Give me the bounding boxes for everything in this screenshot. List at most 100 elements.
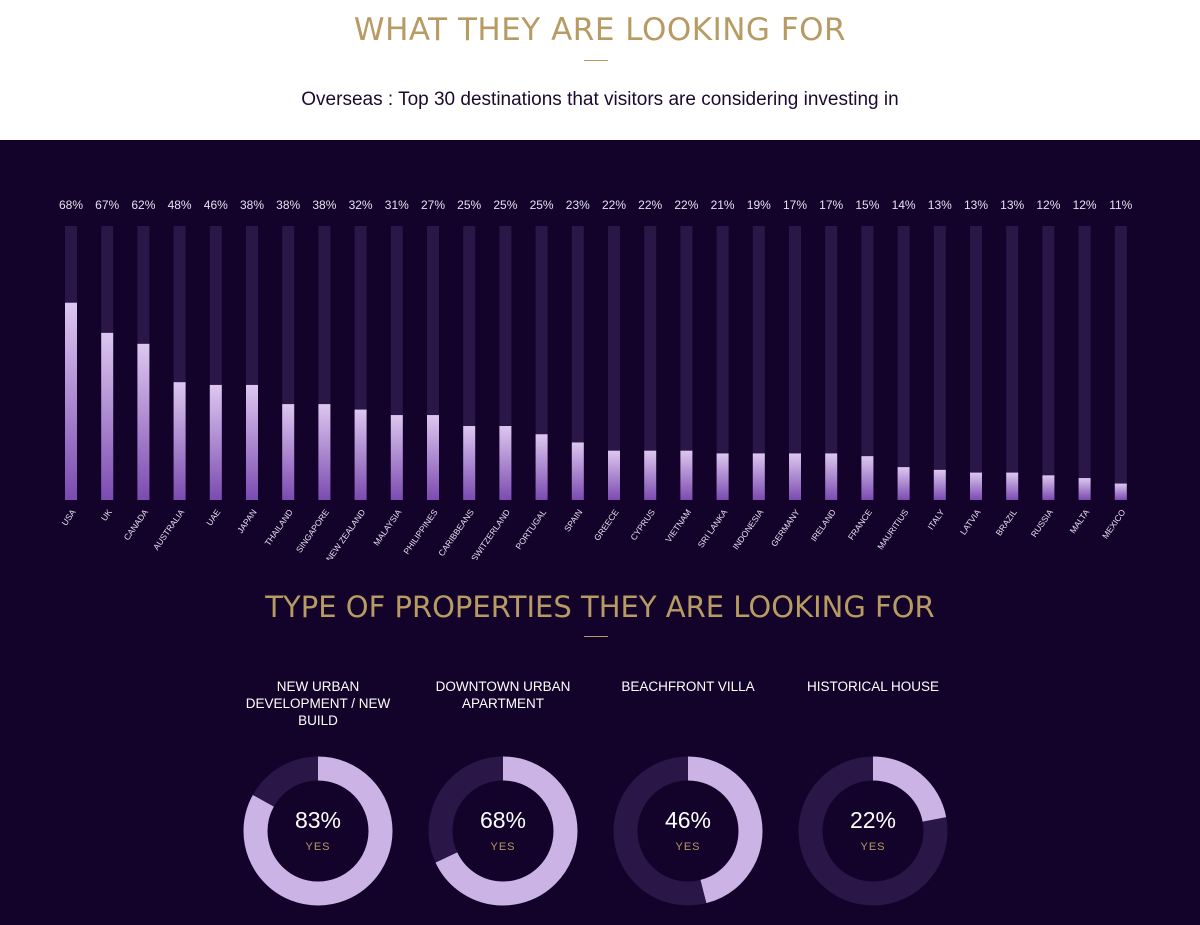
category-label: ITALY (925, 507, 946, 531)
bar-malta (1078, 478, 1091, 500)
category-label: MALTA (1068, 507, 1092, 535)
category-label: MALAYSIA (371, 507, 403, 547)
category-label: NEW ZEALAND (324, 507, 367, 560)
donut-arc (428, 756, 578, 906)
bar-value-label: 62% (131, 198, 155, 212)
bar-value-label: 32% (349, 198, 373, 212)
bar-value-label: 68% (59, 198, 83, 212)
bar-track (861, 226, 874, 500)
title-divider (584, 60, 608, 61)
donut-chart: 46% YES (613, 756, 763, 906)
section-divider (584, 636, 608, 637)
category-label: IRELAND (809, 507, 838, 543)
donut-chart: 68% YES (428, 756, 578, 906)
donut-arc (798, 756, 948, 906)
property-title: HISTORICAL HOUSE (806, 679, 940, 694)
donut-arc (613, 756, 763, 906)
bar-track (571, 226, 584, 500)
bar-value-label: 31% (385, 198, 409, 212)
property-title: NEW URBAN DEVELOPMENT / NEW BUILD (245, 679, 391, 728)
bar-malaysia (390, 415, 403, 500)
category-label: RUSSIA (1029, 507, 1056, 539)
bar-cyprus (644, 450, 657, 500)
bar-mexico (1114, 483, 1127, 500)
category-label: SRI LANKA (696, 507, 730, 549)
category-label: LATVIA (958, 507, 983, 536)
bar-new-zealand (354, 409, 367, 500)
category-label: THAILAND (263, 507, 295, 547)
bar-brazil (1006, 472, 1019, 500)
category-label: BRAZIL (994, 507, 1019, 537)
bar-value-label: 12% (1036, 198, 1060, 212)
bar-russia (1042, 475, 1055, 500)
bar-value-label: 17% (783, 198, 807, 212)
category-label: PORTUGAL (513, 507, 548, 551)
donut-yes-label: YES (305, 841, 330, 853)
bar-canada (137, 343, 150, 500)
bar-track (1006, 226, 1019, 500)
category-label: SWITZERLAND (469, 507, 512, 560)
bar-value-label: 25% (530, 198, 554, 212)
bar-value-label: 15% (855, 198, 879, 212)
bar-mauritius (897, 467, 910, 500)
donut-yes-label: YES (490, 841, 515, 853)
bar-track (608, 226, 620, 500)
bar-singapore (318, 404, 331, 500)
category-label: SPAIN (562, 507, 584, 533)
bar-track (897, 226, 910, 500)
donut-value-label: 68% (480, 807, 526, 833)
category-label: CANADA (122, 507, 151, 542)
bar-australia (173, 382, 186, 500)
bar-value-label: 23% (566, 198, 590, 212)
donut-chart: 83% YES (243, 756, 393, 906)
category-label: SINGAPORE (294, 507, 331, 554)
bar-track (752, 226, 765, 500)
bar-track (825, 226, 838, 500)
dark-panel: 68% USA 67% UK 62% CANADA 48% AUSTRALIA 46% UAE 38… (0, 140, 1200, 925)
property-card-beachfront: BEACHFRONT VILLA 46% YES (603, 678, 773, 918)
bar-indonesia (752, 453, 765, 500)
donut-value-label: 46% (665, 807, 711, 833)
category-label: INDONESIA (730, 507, 765, 551)
donut-value-label: 22% (850, 807, 896, 833)
property-card-new-urban: NEW URBAN DEVELOPMENT / NEW BUILD 83% YE… (233, 678, 403, 918)
bar-uae (209, 384, 222, 500)
bar-japan (246, 384, 258, 500)
bar-philippines (427, 415, 439, 500)
category-label: UK (99, 507, 114, 523)
bar-vietnam (680, 450, 693, 500)
category-label: AUSTRALIA (151, 507, 186, 552)
bar-ireland (825, 453, 838, 500)
bar-value-label: 13% (928, 198, 952, 212)
category-label: MEXICO (1100, 507, 1128, 541)
property-card-historical: HISTORICAL HOUSE 22% YES (788, 678, 958, 918)
bar-track (680, 226, 693, 500)
bar-track (933, 226, 946, 500)
bar-thailand (282, 404, 295, 500)
property-title: BEACHFRONT VILLA (621, 679, 755, 694)
bar-value-label: 22% (638, 198, 662, 212)
bar-france (861, 456, 874, 500)
bar-value-label: 13% (1000, 198, 1024, 212)
bar-value-label: 25% (493, 198, 517, 212)
category-label: JAPAN (235, 507, 259, 535)
category-label: GREECE (592, 507, 621, 542)
properties-section-title: TYPE OF PROPERTIES THEY ARE LOOKING FOR (265, 590, 935, 624)
bar-value-label: 38% (276, 198, 300, 212)
bar-track (1042, 226, 1055, 500)
main-title: WHAT THEY ARE LOOKING FOR (353, 12, 847, 48)
bar-value-label: 22% (602, 198, 626, 212)
bar-value-label: 67% (95, 198, 119, 212)
bar-value-label: 13% (964, 198, 988, 212)
donut-arc (243, 756, 393, 906)
donut-yes-label: YES (675, 841, 700, 853)
bar-switzerland (499, 426, 512, 500)
bar-portugal (535, 434, 548, 500)
category-label: UAE (204, 507, 222, 527)
bar-value-label: 12% (1073, 198, 1097, 212)
property-title: DOWNTOWN URBAN APARTMENT (435, 679, 571, 711)
bar-value-label: 27% (421, 198, 445, 212)
bar-value-label: 25% (457, 198, 481, 212)
category-label: VIETNAM (663, 507, 693, 544)
bar-track (644, 226, 657, 500)
